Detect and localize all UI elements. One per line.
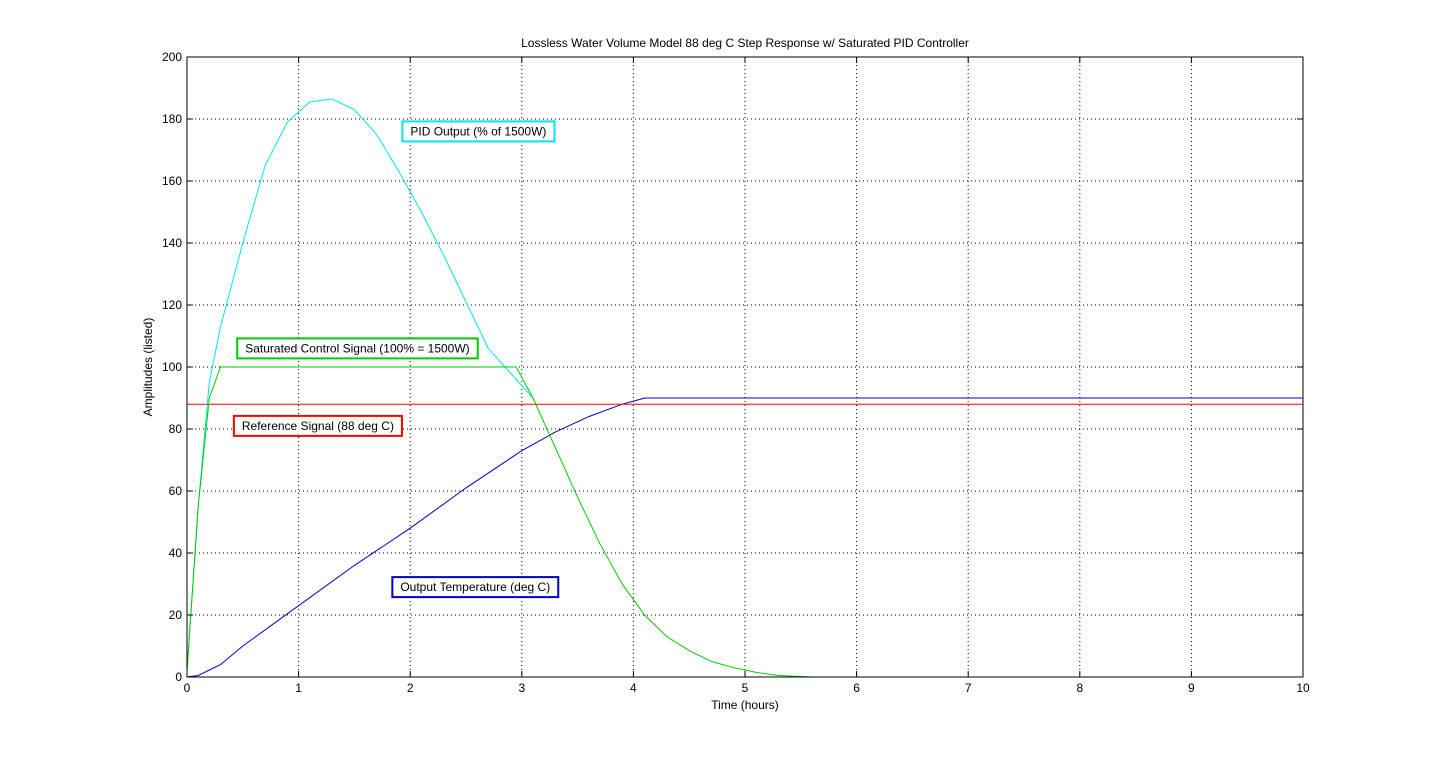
- x-tick-label: 3: [518, 681, 525, 695]
- x-tick-label: 10: [1296, 681, 1310, 695]
- annotation-border: [232, 414, 403, 437]
- annotation-border: [391, 576, 560, 599]
- y-tick-label: 120: [162, 298, 182, 312]
- y-tick-label: 40: [169, 546, 183, 560]
- chart-title: Lossless Water Volume Model 88 deg C Ste…: [521, 36, 969, 50]
- series-line-pid-output-of-1500w: [186, 98, 534, 671]
- annotation-label: Output Temperature (deg C): [400, 580, 550, 594]
- y-tick-label: 140: [162, 236, 182, 250]
- annotation-box: Output Temperature (deg C): [391, 576, 560, 599]
- x-tick-label: 2: [407, 681, 414, 695]
- grid: [187, 57, 1303, 677]
- y-tick-label: 160: [162, 174, 182, 188]
- x-tick-label: 0: [184, 681, 191, 695]
- x-tick-label: 7: [965, 681, 972, 695]
- y-tick-label: 200: [162, 50, 182, 64]
- annotation-box: Saturated Control Signal (100% = 1500W): [236, 337, 479, 360]
- annotation-box: Reference Signal (88 deg C): [232, 414, 403, 437]
- y-tick-label: 60: [169, 484, 183, 498]
- annotation-border: [401, 120, 556, 143]
- x-tick-label: 1: [295, 681, 302, 695]
- y-tick-label: 0: [175, 670, 182, 684]
- x-axis-label: Time (hours): [711, 698, 779, 712]
- series-line-output-temperature-deg-c: [186, 397, 1303, 678]
- y-tick-label: 80: [169, 422, 183, 436]
- y-tick-label: 100: [162, 360, 182, 374]
- y-axis-label: Amplitudes (listed): [141, 318, 155, 417]
- x-tick-label: 5: [742, 681, 749, 695]
- annotation-label: Saturated Control Signal (100% = 1500W): [245, 341, 469, 355]
- annotation-label: Reference Signal (88 deg C): [242, 419, 394, 433]
- annotation-border: [236, 337, 479, 360]
- annotation-label: PID Output (% of 1500W): [410, 124, 546, 138]
- x-tick-label: 4: [630, 681, 637, 695]
- annotations: PID Output (% of 1500W) Saturated Control…: [232, 120, 560, 599]
- y-tick-label: 20: [169, 608, 183, 622]
- x-tick-label: 9: [1188, 681, 1195, 695]
- y-tick-label: 180: [162, 112, 182, 126]
- x-tick-label: 6: [853, 681, 860, 695]
- annotation-box: PID Output (% of 1500W): [401, 120, 556, 143]
- x-tick-label: 8: [1076, 681, 1083, 695]
